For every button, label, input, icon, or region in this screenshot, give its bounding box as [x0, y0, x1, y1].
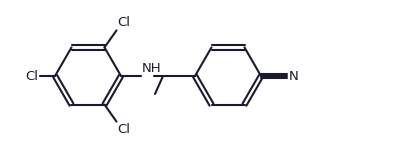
Text: Cl: Cl: [117, 123, 130, 136]
Text: N: N: [289, 69, 299, 82]
Text: Cl: Cl: [25, 69, 38, 82]
Text: NH: NH: [142, 62, 162, 75]
Text: Cl: Cl: [117, 16, 130, 29]
